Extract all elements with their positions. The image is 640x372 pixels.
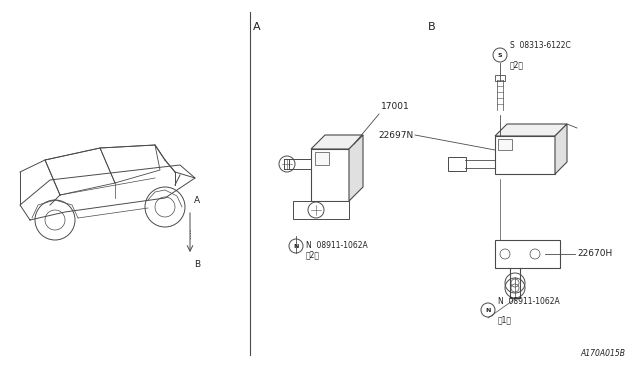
Text: 22670H: 22670H bbox=[577, 250, 612, 259]
Bar bbox=[315, 152, 329, 165]
Polygon shape bbox=[555, 124, 567, 174]
Text: S  08313-6122C: S 08313-6122C bbox=[510, 41, 571, 50]
Bar bbox=[495, 136, 555, 174]
Polygon shape bbox=[311, 135, 363, 149]
Text: 22697N: 22697N bbox=[379, 131, 414, 140]
Text: B: B bbox=[428, 22, 436, 32]
Text: A: A bbox=[194, 196, 200, 205]
Text: （2）: （2） bbox=[510, 60, 524, 69]
Bar bbox=[311, 149, 349, 201]
Polygon shape bbox=[289, 159, 311, 169]
Text: 17001: 17001 bbox=[381, 102, 410, 111]
Polygon shape bbox=[495, 124, 567, 136]
Polygon shape bbox=[293, 201, 349, 219]
Text: N  08911-1062A: N 08911-1062A bbox=[498, 297, 560, 306]
Text: N: N bbox=[485, 308, 491, 312]
Bar bbox=[448, 157, 466, 171]
Text: A: A bbox=[253, 22, 260, 32]
Text: N  08911-1062A: N 08911-1062A bbox=[306, 241, 368, 250]
Bar bbox=[495, 240, 560, 268]
Text: （1）: （1） bbox=[498, 315, 512, 324]
Text: B: B bbox=[194, 260, 200, 269]
Text: A170A015B: A170A015B bbox=[580, 349, 625, 358]
Text: N: N bbox=[293, 244, 299, 248]
Text: （2）: （2） bbox=[306, 250, 320, 260]
Polygon shape bbox=[349, 135, 363, 201]
Text: S: S bbox=[498, 52, 502, 58]
Bar bbox=[495, 75, 505, 81]
Bar bbox=[498, 139, 512, 150]
